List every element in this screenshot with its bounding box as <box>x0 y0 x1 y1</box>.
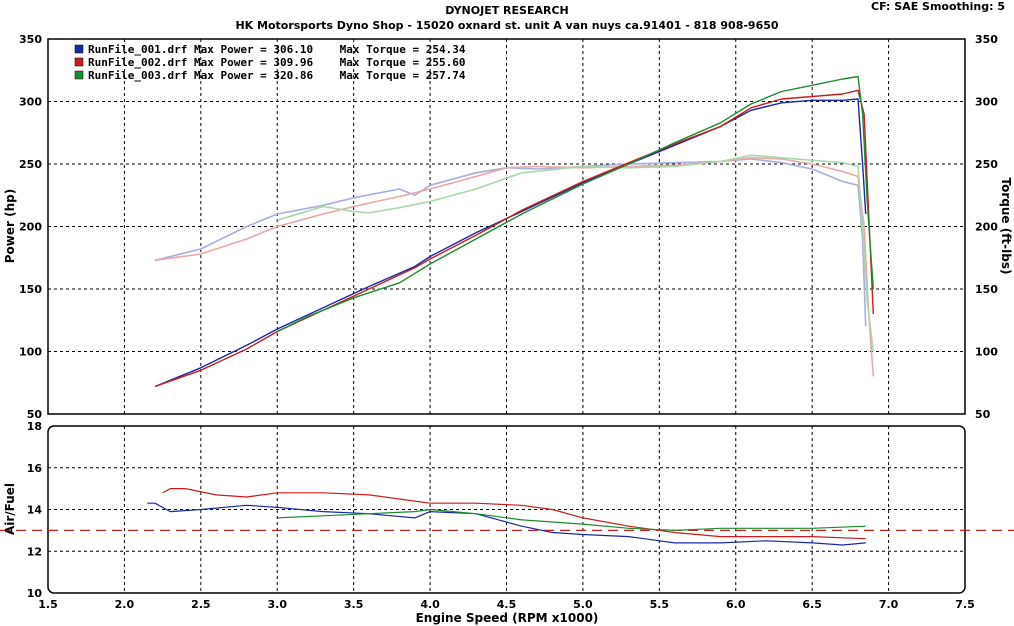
legend: RunFile_001.drf Max Power = 306.10 Max T… <box>74 43 466 82</box>
y-axis-label-afr: Air/Fuel <box>3 483 17 535</box>
y-axis-label-power: Power (hp) <box>3 189 17 263</box>
y-tick-label-afr: 16 <box>27 462 43 475</box>
y-tick-label-afr: 10 <box>27 587 43 600</box>
y-tick-label-torque: 200 <box>975 221 998 234</box>
y-tick-label-power: 250 <box>19 158 42 171</box>
x-tick-label: 7.0 <box>879 598 899 611</box>
series-lines <box>0 75 1014 546</box>
y-tick-label-power: 100 <box>19 346 42 359</box>
x-tick-label: 2.5 <box>191 598 211 611</box>
afr-series-line <box>277 508 866 531</box>
x-tick-label: 4.0 <box>420 598 440 611</box>
x-tick-label: 1.5 <box>38 598 58 611</box>
power-series-line <box>276 75 874 333</box>
y-tick-label-torque: 300 <box>975 96 998 109</box>
y-tick-label-power: 200 <box>19 221 42 234</box>
power-series-line <box>154 98 867 388</box>
chart-subtitle: HK Motorsports Dyno Shop - 15020 oxnard … <box>235 19 778 32</box>
x-axis-label: Engine Speed (RPM x1000) <box>416 611 599 625</box>
legend-entry: RunFile_003.drf Max Power = 320.86 Max T… <box>88 69 466 82</box>
y-axis-label-torque: Torque (ft-lbs) <box>999 178 1013 275</box>
x-tick-label: 3.5 <box>344 598 364 611</box>
tick-labels: 1.5 2.0 2.5 3.0 3.5 4.0 4.5 5.0 5.5 6.0 6.5 7.0 7.5 3… <box>19 33 998 611</box>
y-tick-label-power: 150 <box>19 283 42 296</box>
y-tick-label-torque: 250 <box>975 158 998 171</box>
y-tick-label-afr: 14 <box>27 504 43 517</box>
x-tick-label: 4.5 <box>497 598 517 611</box>
y-tick-label-power: 300 <box>19 96 42 109</box>
torque-series-line <box>154 158 867 327</box>
legend-entry: RunFile_002.drf Max Power = 309.96 Max T… <box>88 56 466 69</box>
x-tick-label: 7.5 <box>955 598 975 611</box>
y-tick-label-torque: 100 <box>975 346 998 359</box>
afr-series-line <box>162 488 866 540</box>
legend-swatch <box>74 57 84 67</box>
y-tick-label-torque: 150 <box>975 283 998 296</box>
x-tick-label: 2.0 <box>115 598 135 611</box>
y-tick-label-power: 350 <box>19 33 42 46</box>
legend-entry: RunFile_001.drf Max Power = 306.10 Max T… <box>88 43 466 56</box>
chart-title: DYNOJET RESEARCH <box>445 4 568 17</box>
torque-series-line <box>277 154 875 352</box>
y-tick-label-torque: 350 <box>975 33 998 46</box>
x-tick-label: 5.0 <box>573 598 593 611</box>
y-tick-label-power: 50 <box>27 408 43 421</box>
legend-swatch <box>74 44 84 54</box>
x-tick-label: 3.0 <box>268 598 288 611</box>
y-tick-label-afr: 12 <box>27 545 42 558</box>
y-tick-label-afr: 18 <box>27 420 42 433</box>
y-tick-label-torque: 50 <box>975 408 991 421</box>
grid-lines <box>48 39 965 593</box>
legend-swatch <box>74 70 84 80</box>
cf-smoothing-label: CF: SAE Smoothing: 5 <box>871 0 1005 13</box>
x-tick-label: 6.0 <box>726 598 746 611</box>
x-tick-label: 6.5 <box>802 598 822 611</box>
x-tick-label: 5.5 <box>650 598 670 611</box>
torque-series-line <box>154 157 875 377</box>
